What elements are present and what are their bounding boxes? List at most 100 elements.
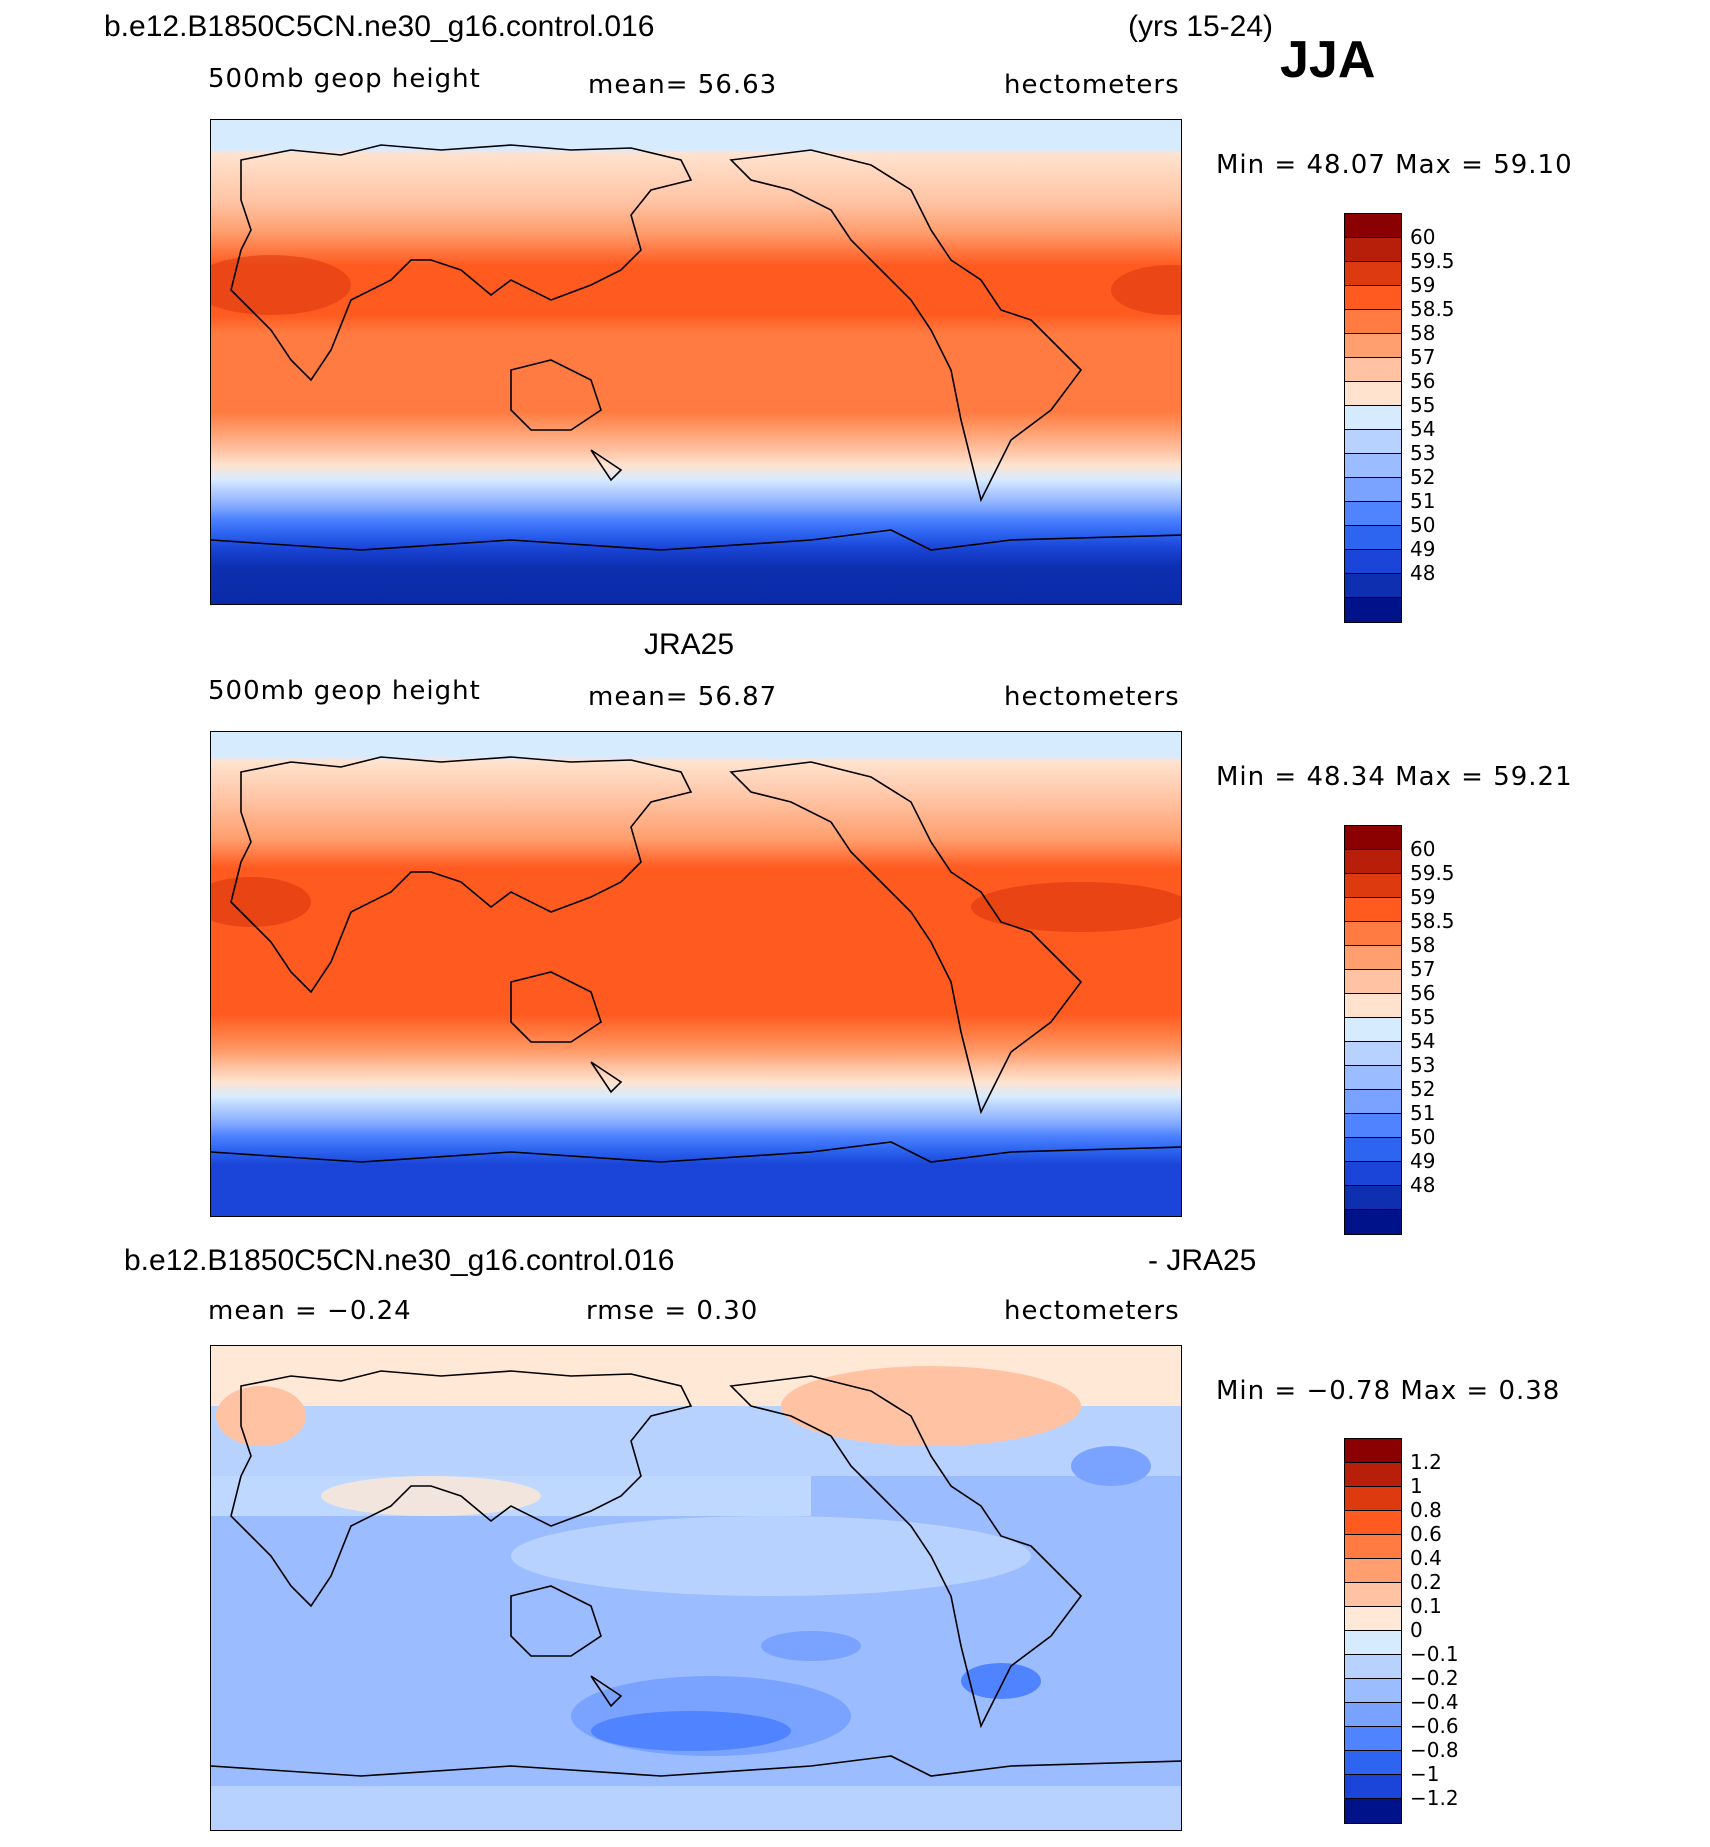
panel3-colorbar-swatch (1345, 1679, 1401, 1703)
panel1-variable: 500mb geop height (208, 64, 481, 94)
panel1-colorbar-tick-label: 55 (1410, 393, 1436, 417)
panel1-colorbar-swatch (1345, 478, 1401, 502)
panel2-colorbar-tick-label: 56 (1410, 981, 1436, 1005)
panel2-colorbar-tick-label: 57 (1410, 957, 1436, 981)
panel2-colorbar-swatch (1345, 922, 1401, 946)
panel2-colorbar-swatch (1345, 1066, 1401, 1090)
panel2-colorbar (1344, 825, 1402, 1235)
panel1-colorbar-swatch (1345, 310, 1401, 334)
panel1-colorbar-swatch (1345, 502, 1401, 526)
panel2-title: JRA25 (644, 628, 735, 661)
panel1-colorbar-swatch (1345, 598, 1401, 622)
panel1-colorbar-tick-label: 56 (1410, 369, 1436, 393)
panel2-colorbar-tick-label: 58.5 (1410, 909, 1455, 933)
panel2-colorbar-swatch (1345, 1138, 1401, 1162)
panel2-map (210, 731, 1182, 1217)
panel1-colorbar-tick-label: 59 (1410, 273, 1436, 297)
panel1-title: b.e12.B1850C5CN.ne30_g16.control.016 (104, 10, 655, 43)
panel1-colorbar-swatch (1345, 358, 1401, 382)
panel2-colorbar-swatch (1345, 1210, 1401, 1234)
panel3-colorbar-swatch (1345, 1439, 1401, 1463)
panel1-colorbar-swatch (1345, 550, 1401, 574)
panel2-colorbar-tick-label: 48 (1410, 1173, 1436, 1197)
panel3-coastlines (211, 1370, 1181, 1777)
panel2-colorbar-tick-label: 51 (1410, 1101, 1436, 1125)
panel3-colorbar-swatch (1345, 1559, 1401, 1583)
panel1-colorbar-tick-label: 49 (1410, 537, 1436, 561)
panel1-colorbar-swatch (1345, 430, 1401, 454)
panel3-units: hectometers (1004, 1296, 1180, 1326)
panel3-colorbar-swatch (1345, 1535, 1401, 1559)
panel2-colorbar-swatch (1345, 970, 1401, 994)
panel1-mean: mean= 56.63 (588, 70, 778, 100)
panel2-colorbar-swatch (1345, 826, 1401, 850)
panel1-colorbar-tick-label: 50 (1410, 513, 1436, 537)
panel1-colorbar-tick-label: 59.5 (1410, 249, 1455, 273)
panel3-minmax: Min = −0.78 Max = 0.38 (1216, 1376, 1561, 1406)
panel1-colorbar-tick-label: 52 (1410, 465, 1436, 489)
panel2-colorbar-tick-label: 53 (1410, 1053, 1436, 1077)
panel3-colorbar-swatch (1345, 1463, 1401, 1487)
panel2-coastlines (211, 756, 1181, 1163)
panel3-colorbar-swatch (1345, 1487, 1401, 1511)
panel2-colorbar-swatch (1345, 898, 1401, 922)
panel3-pacific-lighter (511, 1516, 1031, 1596)
panel1-colorbar-swatch (1345, 574, 1401, 598)
panel3-rmse: rmse = 0.30 (586, 1296, 759, 1326)
panel3-title: b.e12.B1850C5CN.ne30_g16.control.016 (124, 1244, 675, 1277)
panel3-colorbar (1344, 1438, 1402, 1824)
panel3-mean: mean = −0.24 (208, 1296, 412, 1326)
panel2-high-africa (211, 877, 311, 927)
panel2-colorbar-tick-label: 59.5 (1410, 861, 1455, 885)
panel2-colorbar-tick-label: 52 (1410, 1077, 1436, 1101)
panel1-colorbar-swatch (1345, 382, 1401, 406)
panel1-colorbar-swatch (1345, 406, 1401, 430)
panel2-mean: mean= 56.87 (588, 682, 778, 712)
panel1-colorbar-tick-label: 51 (1410, 489, 1436, 513)
panel2-colorbar-tick-label: 59 (1410, 885, 1436, 909)
panel3-colorbar-tick-label: −0.6 (1410, 1714, 1459, 1738)
panel3-colorbar-tick-label: −1.2 (1410, 1786, 1459, 1810)
panel3-colorbar-tick-label: 0.8 (1410, 1498, 1442, 1522)
panel2-colorbar-tick-label: 49 (1410, 1149, 1436, 1173)
panel3-colorbar-swatch (1345, 1727, 1401, 1751)
panel2-high-atlantic (971, 882, 1181, 932)
panel3-colorbar-tick-label: 1.2 (1410, 1450, 1442, 1474)
panel1-minmax: Min = 48.07 Max = 59.10 (1216, 150, 1573, 180)
panel3-subtitle: - JRA25 (1148, 1244, 1257, 1277)
panel2-colorbar-swatch (1345, 850, 1401, 874)
panel1-colorbar-swatch (1345, 454, 1401, 478)
panel2-colorbar-swatch (1345, 1162, 1401, 1186)
panel3-colorbar-tick-label: 0.4 (1410, 1546, 1442, 1570)
panel2-colorbar-swatch (1345, 1186, 1401, 1210)
panel1-colorbar-tick-label: 57 (1410, 345, 1436, 369)
panel1-high-atlantic (1111, 265, 1181, 315)
panel1-coastlines (211, 144, 1181, 551)
panel3-colorbar-tick-label: −0.4 (1410, 1690, 1459, 1714)
panel2-colorbar-tick-label: 60 (1410, 837, 1436, 861)
panel3-southern-min (591, 1711, 791, 1751)
panel2-colorbar-swatch (1345, 1018, 1401, 1042)
panel1-units: hectometers (1004, 70, 1180, 100)
panel2-colorbar-tick-label: 54 (1410, 1029, 1436, 1053)
panel1-colorbar-tick-label: 53 (1410, 441, 1436, 465)
panel3-colorbar-swatch (1345, 1655, 1401, 1679)
panel2-colorbar-swatch (1345, 874, 1401, 898)
panel1-colorbar-tick-label: 54 (1410, 417, 1436, 441)
panel3-colorbar-tick-label: 0 (1410, 1618, 1423, 1642)
panel1-colorbar-swatch (1345, 262, 1401, 286)
panel1-colorbar-swatch (1345, 286, 1401, 310)
panel2-colorbar-tick-label: 55 (1410, 1005, 1436, 1029)
panel1-colorbar-swatch (1345, 526, 1401, 550)
panel2-colorbar-tick-label: 58 (1410, 933, 1436, 957)
panel3-positive-europe (216, 1386, 306, 1446)
panel3-colorbar-tick-label: 1 (1410, 1474, 1423, 1498)
panel3-colorbar-swatch (1345, 1775, 1401, 1799)
panel2-colorbar-swatch (1345, 1042, 1401, 1066)
panel2-units: hectometers (1004, 682, 1180, 712)
panel1-colorbar-tick-label: 58 (1410, 321, 1436, 345)
panel3-colorbar-swatch (1345, 1799, 1401, 1823)
panel2-colorbar-tick-label: 50 (1410, 1125, 1436, 1149)
panel3-colorbar-swatch (1345, 1511, 1401, 1535)
panel1-colorbar (1344, 213, 1402, 623)
